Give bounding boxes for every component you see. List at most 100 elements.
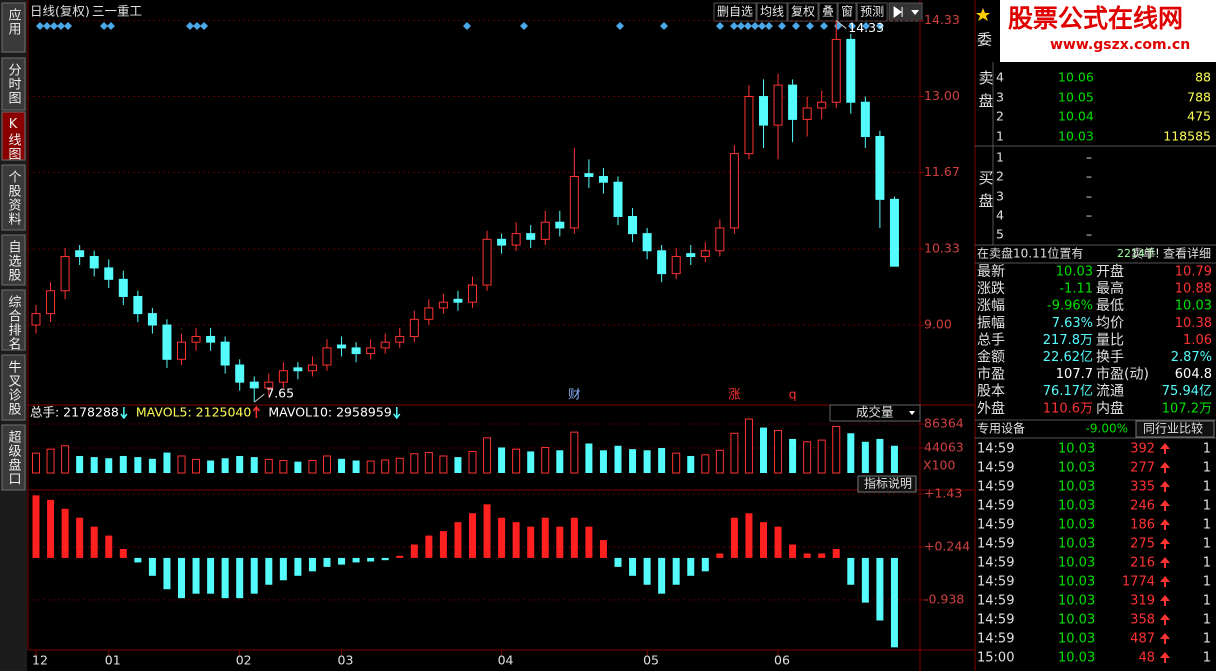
tab-label[interactable]: 个股资料 xyxy=(6,170,22,226)
logo-title: 股票公式在线网 xyxy=(1008,4,1183,33)
candle-body xyxy=(657,250,667,275)
tab[interactable] xyxy=(1,289,26,351)
x-tick-label: 01 xyxy=(105,653,121,668)
stat-label: 振幅 xyxy=(977,315,1005,331)
bar xyxy=(279,460,288,474)
tick-price: 10.03 xyxy=(1058,499,1095,514)
bar xyxy=(338,557,346,565)
candle-body xyxy=(293,367,303,372)
bar xyxy=(803,441,812,474)
tab[interactable] xyxy=(1,111,26,161)
industry-button[interactable] xyxy=(1135,420,1215,438)
bar xyxy=(192,458,201,474)
signal-diamond xyxy=(107,22,115,30)
tab[interactable] xyxy=(1,234,26,286)
tab[interactable] xyxy=(1,57,26,111)
position-link[interactable]: 查看详细 xyxy=(1163,246,1211,261)
bar xyxy=(396,555,404,558)
book-volume: 88 xyxy=(1195,70,1211,85)
industry-button-label[interactable]: 同行业比较 xyxy=(1143,421,1203,436)
tick-volume: 277 xyxy=(1130,461,1155,476)
stat-value: 7.63% xyxy=(1052,316,1093,331)
tab[interactable] xyxy=(1,2,26,53)
candle-body xyxy=(235,364,245,383)
candle-body xyxy=(860,101,870,138)
bar xyxy=(730,432,739,474)
candle-body xyxy=(584,173,594,178)
candle-body xyxy=(889,198,899,267)
legend-item: 总手: 2178288 xyxy=(30,405,119,420)
stat-value: 10.79 xyxy=(1175,265,1212,280)
bar xyxy=(774,526,782,558)
tick-count: 1 xyxy=(1203,537,1211,552)
tick-count: 1 xyxy=(1203,480,1211,495)
indicator-name[interactable]: 成交量 xyxy=(856,405,894,420)
tick-time: 14:59 xyxy=(977,632,1014,647)
stat-value: -1.11 xyxy=(1059,282,1093,297)
signal-diamond xyxy=(36,22,44,30)
indicator-select[interactable] xyxy=(829,404,921,422)
stat-value: 604.8 xyxy=(1175,367,1212,382)
toolbar-button[interactable]: 复权 xyxy=(791,5,815,19)
bar xyxy=(119,455,127,473)
bar xyxy=(876,438,884,473)
stat-value: 2.87% xyxy=(1171,350,1212,365)
tab[interactable] xyxy=(1,354,26,421)
chart-title: 日线(复权) xyxy=(30,4,90,19)
signal-diamond xyxy=(730,22,738,30)
tab-label[interactable]: 超级盘口 xyxy=(6,430,22,486)
tab-label[interactable]: 牛叉诊股 xyxy=(6,360,22,416)
help-button-label[interactable]: 指标说明 xyxy=(864,476,912,491)
tick-count: 1 xyxy=(1203,442,1211,457)
legend-arrow xyxy=(393,407,401,420)
industry-change: -9.00% xyxy=(1086,422,1128,436)
candle-body xyxy=(278,370,288,383)
tick-price: 10.03 xyxy=(1058,594,1095,609)
tab[interactable] xyxy=(1,164,26,231)
toolbar-button[interactable]: 窗 xyxy=(841,5,853,19)
event-marker: 涨 xyxy=(728,387,741,402)
toolbar-frame[interactable] xyxy=(888,2,923,22)
book-level: 3 xyxy=(996,90,1004,105)
tab-label[interactable]: 综合排名 xyxy=(6,295,22,351)
tick-price: 10.03 xyxy=(1058,518,1095,533)
tab-label[interactable]: K线图 xyxy=(6,117,22,161)
tick-arrow xyxy=(1160,557,1170,568)
book-price: 10.03 xyxy=(1058,129,1094,144)
y-tick-label: +1.43 xyxy=(924,486,962,501)
bar xyxy=(498,517,506,558)
position-text: 在卖盘10.11位置有 xyxy=(977,246,1083,261)
tick-volume: 216 xyxy=(1130,556,1155,571)
toolbar-button[interactable]: 预测 xyxy=(860,5,884,19)
signal-diamond xyxy=(616,22,624,30)
toolbar-frame xyxy=(713,2,757,22)
side-label: 买盘 xyxy=(977,170,995,216)
candle-body xyxy=(133,295,143,315)
bar xyxy=(687,557,695,576)
bar xyxy=(294,461,302,473)
candle-body xyxy=(438,301,448,309)
tab-label[interactable]: 分时图 xyxy=(6,63,22,105)
tick-time: 14:59 xyxy=(977,461,1014,476)
toolbar-button[interactable]: 删自选 xyxy=(717,5,753,19)
toolbar-button[interactable]: 均线 xyxy=(760,5,784,19)
bar xyxy=(832,425,841,474)
toolbar-button[interactable]: 叠 xyxy=(822,5,834,19)
bar xyxy=(395,457,404,474)
tick-time: 14:59 xyxy=(977,575,1014,590)
candle-body xyxy=(366,347,376,355)
bar xyxy=(832,548,840,558)
tick-time: 14:59 xyxy=(977,537,1014,552)
tab-label[interactable]: 自选股 xyxy=(6,240,22,282)
tab[interactable] xyxy=(1,424,26,491)
candle-body xyxy=(220,341,230,366)
help-button[interactable] xyxy=(857,475,917,493)
bar xyxy=(323,557,331,567)
y-tick-label: 13.00 xyxy=(924,88,960,103)
candle-body xyxy=(817,101,827,109)
tab-label[interactable]: 应用 xyxy=(6,7,22,36)
y-tick-label: +0.244 xyxy=(924,539,970,554)
signal-diamond xyxy=(43,22,51,30)
bar xyxy=(294,557,302,576)
